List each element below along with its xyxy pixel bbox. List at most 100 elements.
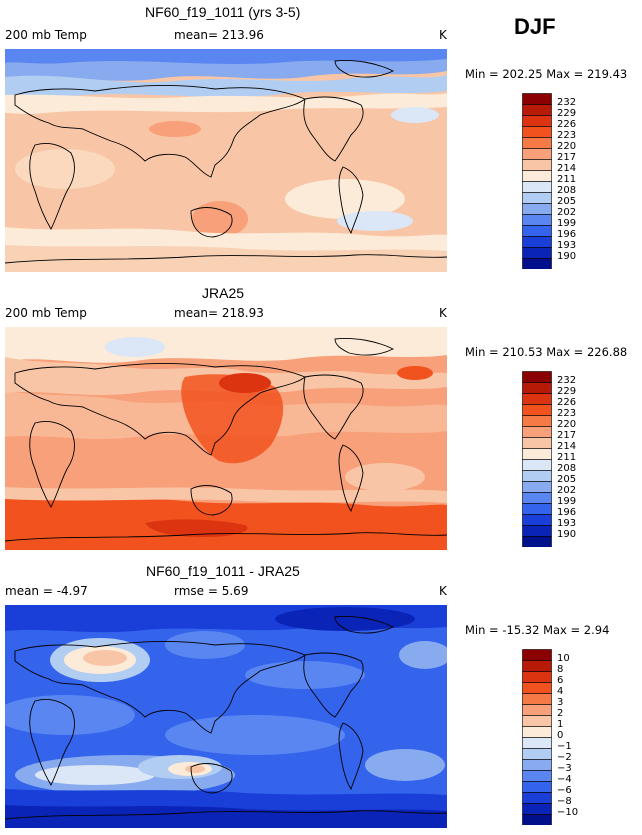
panel1-colorbar-tick-label: 211 — [557, 174, 577, 185]
panel1-colorbar-box — [522, 93, 552, 105]
panel3-colorbar-box — [522, 671, 552, 683]
panel3-title: NF60_f19_1011 - JRA25 — [146, 563, 300, 579]
panel3-colorbar-tick-label: 6 — [557, 675, 564, 686]
panel2-colorbar — [522, 371, 552, 547]
panel2-colorbar-box — [522, 382, 552, 394]
panel3-colorbar-tick-label: −3 — [557, 763, 572, 774]
panel1-colorbar-tick-label: 196 — [557, 229, 577, 240]
panel2-units-label: K — [439, 306, 447, 320]
panel2-colorbar-tick-label: 193 — [557, 518, 577, 529]
panel2-colorbar-tick-label: 202 — [557, 485, 577, 496]
panel3-mean-label: mean = -4.97 — [5, 584, 88, 598]
panel3-colorbar-tick-label: −1 — [557, 741, 572, 752]
panel3-colorbar-box — [522, 704, 552, 716]
panel2-variable-label: 200 mb Temp — [5, 306, 87, 320]
panel1-variable-label: 200 mb Temp — [5, 28, 87, 42]
panel3-rmse-label: rmse = 5.69 — [174, 584, 249, 598]
panel1-mean-label: mean= 213.96 — [174, 28, 264, 42]
panel2-colorbar-box — [522, 371, 552, 383]
panel2-colorbar-tick-label: 196 — [557, 507, 577, 518]
panel2-colorbar-tick-label: 217 — [557, 430, 577, 441]
panel1-colorbar-tick-label: 208 — [557, 185, 577, 196]
panel2-colorbar-tick-label: 232 — [557, 375, 577, 386]
panel2-colorbar-tick-label: 214 — [557, 441, 577, 452]
panel1-colorbar-box — [522, 203, 552, 215]
panel2-colorbar-box — [522, 525, 552, 537]
panel1-colorbar-tick-label: 202 — [557, 207, 577, 218]
panel1-colorbar-box — [522, 159, 552, 171]
panel1-colorbar-box — [522, 170, 552, 182]
panel3-colorbar-tick-label: 2 — [557, 708, 564, 719]
panel1-colorbar-tick-label: 214 — [557, 163, 577, 174]
panel1-map — [5, 49, 447, 272]
panel2-colorbar-box — [522, 393, 552, 405]
panel3-colorbar-box — [522, 803, 552, 815]
panel1-colorbar-box — [522, 236, 552, 248]
panel2-colorbar-box — [522, 514, 552, 526]
panel1-colorbar-tick-label: 232 — [557, 97, 577, 108]
panel2-colorbar-tick-label: 229 — [557, 386, 577, 397]
panel1-colorbar-box — [522, 104, 552, 116]
panel3-colorbar-box — [522, 682, 552, 694]
panel3-colorbar-box — [522, 748, 552, 760]
panel1-colorbar-tick-label: 220 — [557, 141, 577, 152]
panel2-colorbar-box — [522, 459, 552, 471]
panel1-colorbar-box — [522, 225, 552, 237]
panel3-colorbar-box — [522, 693, 552, 705]
panel3-colorbar-tick-label: 4 — [557, 686, 564, 697]
panel1-colorbar-box — [522, 137, 552, 149]
panel1-colorbar-tick-label: 193 — [557, 240, 577, 251]
panel1-colorbar-box — [522, 258, 552, 269]
panel1-colorbar-tick-label: 226 — [557, 119, 577, 130]
panel2-colorbar-box — [522, 426, 552, 438]
panel1-colorbar-tick-label: 205 — [557, 196, 577, 207]
panel3-colorbar-tick-label: 8 — [557, 664, 564, 675]
panel2-colorbar-tick-label: 220 — [557, 419, 577, 430]
panel1-units-label: K — [439, 28, 447, 42]
panel1-colorbar-tick-label: 229 — [557, 108, 577, 119]
panel3-colorbar-tick-label: 1 — [557, 719, 564, 730]
panel3-colorbar-box — [522, 660, 552, 672]
panel3-colorbar-box — [522, 759, 552, 771]
panel3-minmax: Min = -15.32 Max = 2.94 — [465, 623, 610, 637]
panel3-colorbar-tick-label: −2 — [557, 752, 572, 763]
panel2-minmax: Min = 210.53 Max = 226.88 — [465, 345, 628, 359]
panel1-colorbar-tick-label: 223 — [557, 130, 577, 141]
panel1-colorbar-tick-label: 199 — [557, 218, 577, 229]
panel1-colorbar-box — [522, 247, 552, 259]
panel1-minmax: Min = 202.25 Max = 219.43 — [465, 67, 628, 81]
panel3-colorbar-box — [522, 792, 552, 804]
panel2-colorbar-box — [522, 481, 552, 493]
panel3-colorbar-tick-label: −6 — [557, 785, 572, 796]
panel3-colorbar-box — [522, 715, 552, 727]
panel1-colorbar-tick-label: 217 — [557, 152, 577, 163]
panel2-colorbar-box — [522, 492, 552, 504]
panel2-colorbar-box — [522, 503, 552, 515]
panel3-colorbar-tick-label: −4 — [557, 774, 572, 785]
panel3-colorbar-box — [522, 770, 552, 782]
panel3-colorbar-box — [522, 726, 552, 738]
panel3-colorbar-box — [522, 781, 552, 793]
panel2-colorbar-box — [522, 470, 552, 482]
panel3-colorbar — [522, 649, 552, 825]
panel2-colorbar-box — [522, 404, 552, 416]
panel2-colorbar-box — [522, 437, 552, 449]
panel3-units-label: K — [439, 584, 447, 598]
panel1-colorbar-box — [522, 181, 552, 193]
panel1-colorbar-boxes — [522, 93, 552, 269]
panel1-title: NF60_f19_1011 (yrs 3-5) — [145, 4, 301, 20]
panel2-title: JRA25 — [202, 285, 245, 301]
panel2-colorbar-boxes — [522, 371, 552, 547]
panel1-colorbar-box — [522, 214, 552, 226]
panel3-colorbar-tick-label: −10 — [557, 807, 579, 818]
panel2-colorbar-tick-label: 208 — [557, 463, 577, 474]
panel1-colorbar — [522, 93, 552, 269]
panel2-colorbar-tick-label: 223 — [557, 408, 577, 419]
panel2-colorbar-tick-label: 190 — [557, 529, 577, 540]
panel2-mean-label: mean= 218.93 — [174, 306, 264, 320]
panel3-map — [5, 605, 447, 828]
panel1-colorbar-box — [522, 126, 552, 138]
panel1-colorbar-tick-label: 190 — [557, 251, 577, 262]
panel2-map — [5, 327, 447, 550]
panel3-colorbar-boxes — [522, 649, 552, 825]
